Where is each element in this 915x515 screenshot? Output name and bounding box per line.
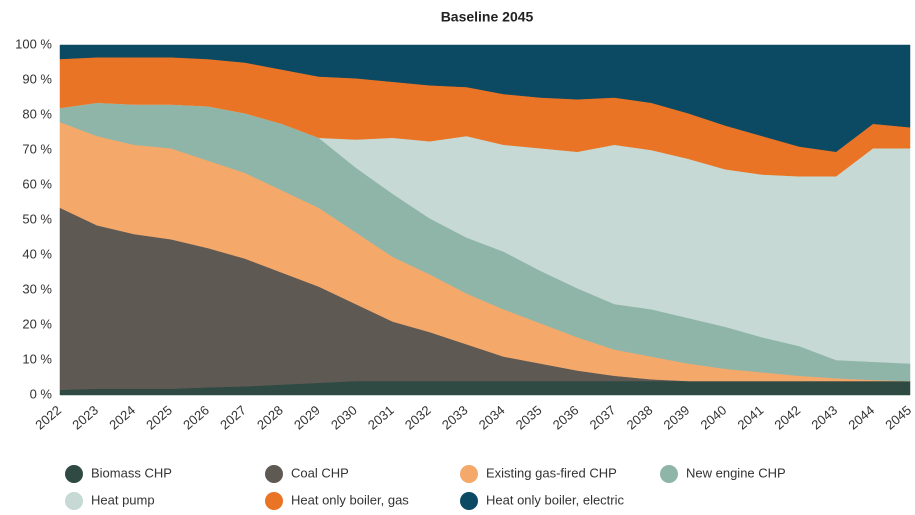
x-tick-label: 2024 <box>106 402 138 432</box>
x-tick-label: 2026 <box>180 402 212 432</box>
legend-swatch <box>265 492 283 510</box>
chart-title: Baseline 2045 <box>441 9 534 25</box>
area <box>59 44 911 153</box>
legend-label: Heat pump <box>91 492 155 507</box>
x-tick-label: 2044 <box>845 402 877 432</box>
y-tick-label: 80 % <box>22 106 52 121</box>
legend-label: Existing gas-fired CHP <box>486 465 617 480</box>
legend-label: Heat only boiler, electric <box>486 492 625 507</box>
x-tick-label: 2022 <box>32 402 64 432</box>
x-tick-label: 2027 <box>217 402 249 432</box>
legend-swatch <box>65 492 83 510</box>
x-tick-label: 2031 <box>365 402 397 432</box>
x-tick-label: 2043 <box>808 402 840 432</box>
x-tick-label: 2030 <box>328 402 360 432</box>
x-tick-label: 2028 <box>254 402 286 432</box>
x-tick-label: 2039 <box>661 402 693 432</box>
y-tick-label: 0 % <box>30 386 53 401</box>
x-tick-label: 2040 <box>698 402 730 432</box>
legend-label: Heat only boiler, gas <box>291 492 409 507</box>
y-tick-label: 30 % <box>22 281 52 296</box>
legend-swatch <box>660 465 678 483</box>
x-tick-label: 2042 <box>771 402 803 432</box>
x-tick-label: 2038 <box>624 402 656 432</box>
x-tick-label: 2037 <box>587 402 619 432</box>
y-tick-label: 50 % <box>22 211 52 226</box>
x-tick-label: 2029 <box>291 402 323 432</box>
x-tick-label: 2023 <box>69 402 101 432</box>
y-tick-label: 100 % <box>15 36 52 51</box>
y-tick-label: 40 % <box>22 246 52 261</box>
x-tick-label: 2036 <box>550 402 582 432</box>
y-tick-label: 10 % <box>22 351 52 366</box>
x-tick-label: 2032 <box>402 402 434 432</box>
y-tick-label: 70 % <box>22 141 52 156</box>
y-tick-label: 90 % <box>22 71 52 86</box>
legend-swatch <box>265 465 283 483</box>
x-tick-label: 2035 <box>513 402 545 432</box>
legend-label: Biomass CHP <box>91 465 172 480</box>
y-tick-label: 20 % <box>22 316 52 331</box>
x-tick-label: 2034 <box>476 402 508 432</box>
y-tick-label: 60 % <box>22 176 52 191</box>
legend-swatch <box>460 492 478 510</box>
legend-swatch <box>65 465 83 483</box>
legend-swatch <box>460 465 478 483</box>
x-tick-label: 2025 <box>143 402 175 432</box>
x-tick-label: 2041 <box>735 402 767 432</box>
x-tick-label: 2033 <box>439 402 471 432</box>
legend-label: Coal CHP <box>291 465 349 480</box>
x-tick-label: 2045 <box>882 402 914 432</box>
legend-label: New engine CHP <box>686 465 786 480</box>
